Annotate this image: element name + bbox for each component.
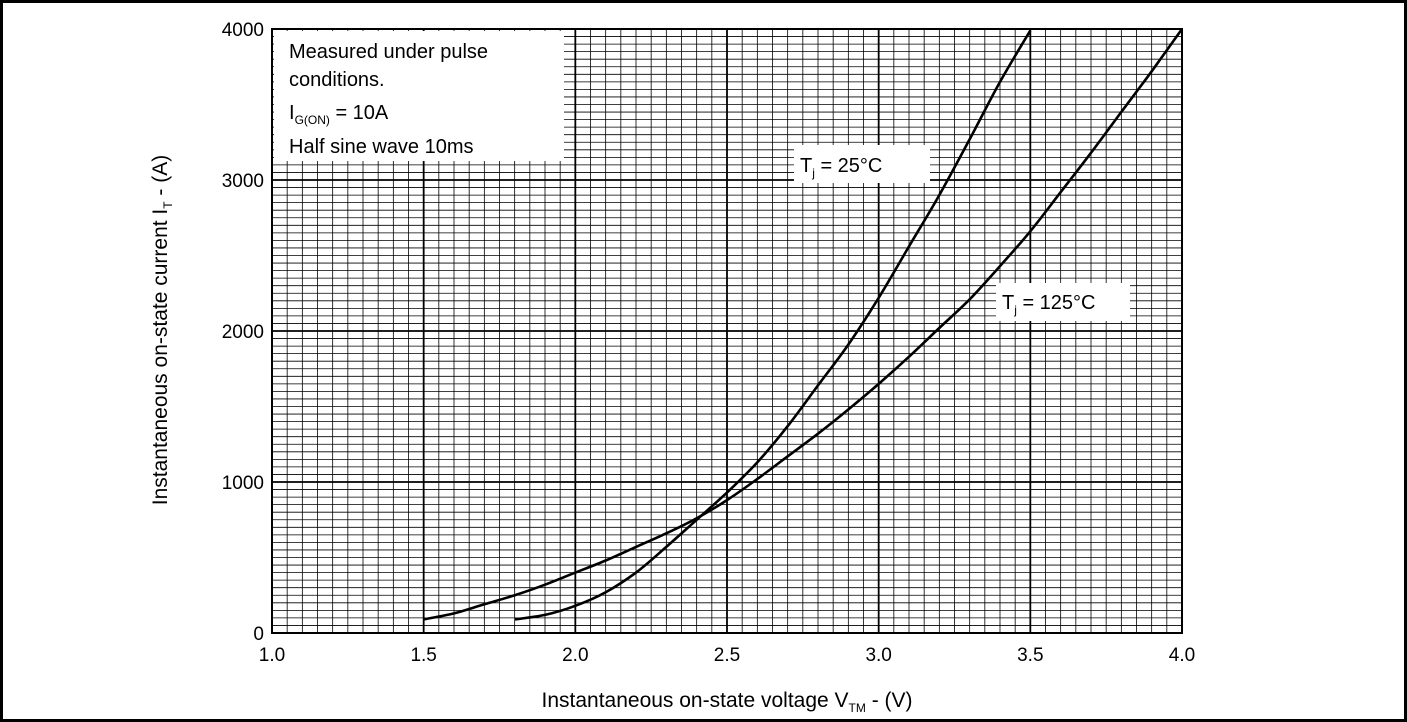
y-tick-label: 0 xyxy=(253,624,264,645)
plot-area-border xyxy=(271,28,1183,634)
series-label-125: Tj = 125°C xyxy=(1002,292,1096,317)
series-label-125-bg xyxy=(996,283,1130,321)
x-tick-labels: 1.0 1.5 2.0 2.5 3.0 3.5 4.0 xyxy=(259,645,1195,666)
y-tick-label: 1000 xyxy=(222,473,264,494)
x-tick-label: 1.5 xyxy=(410,645,436,666)
x-tick-label: 3.0 xyxy=(865,645,891,666)
gate-current-subscript: G(ON) xyxy=(295,113,330,127)
gate-current-value: = 10A xyxy=(330,102,389,124)
annotation-line-4: Half sine wave 10ms xyxy=(289,136,474,158)
y-tick-labels: 0 1000 2000 3000 4000 xyxy=(222,20,264,645)
y-tick-label: 2000 xyxy=(222,322,264,343)
series-line-25c xyxy=(514,29,1032,621)
annotation-line-3: IG(ON) = 10A xyxy=(289,102,389,127)
y-axis-title: Instantaneous on-state current IT - (A) xyxy=(149,155,175,506)
series-label-25: Tj = 25°C xyxy=(800,155,882,180)
x-tick-label: 1.0 xyxy=(259,645,285,666)
gate-current-symbol: I xyxy=(289,102,295,124)
curves xyxy=(423,28,1184,621)
x-tick-label: 2.5 xyxy=(714,645,740,666)
y-tick-label: 3000 xyxy=(222,171,264,192)
x-tick-label: 4.0 xyxy=(1169,645,1195,666)
series-line-125c xyxy=(423,28,1184,621)
annotation-line-1: Measured under pulse xyxy=(289,41,488,63)
x-axis-title: Instantaneous on-state voltage VTM - (V) xyxy=(541,689,912,715)
x-tick-label: 2.0 xyxy=(562,645,588,666)
y-tick-label: 4000 xyxy=(222,20,264,41)
annotation-line-2: conditions. xyxy=(289,69,385,91)
annotation-box xyxy=(274,31,564,161)
x-tick-label: 3.5 xyxy=(1017,645,1043,666)
series-label-25-bg xyxy=(794,145,930,183)
